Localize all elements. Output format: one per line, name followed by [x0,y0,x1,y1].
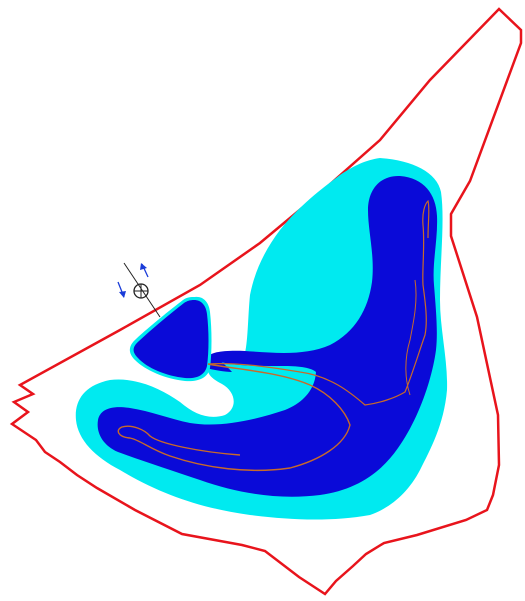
triangle-pond [133,300,209,379]
site-boundary [9,7,523,596]
flow-line-return [405,279,417,396]
inner-zone-main [97,175,438,497]
arrow-up-icon [140,263,149,278]
inlet-marker [117,262,161,318]
inlet-line [123,262,161,318]
flow-line-branch [207,199,430,406]
arrow-down-icon [117,281,126,298]
flow-line-main [117,363,351,472]
